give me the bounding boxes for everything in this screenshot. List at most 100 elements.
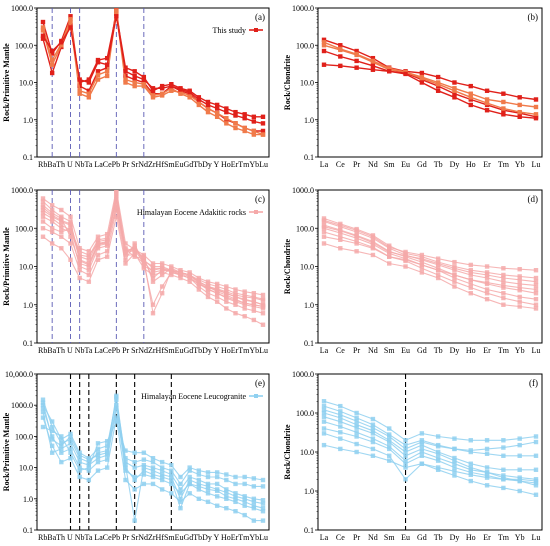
series-marker	[224, 289, 229, 294]
series-marker	[205, 499, 211, 505]
series-marker	[354, 410, 359, 416]
panel-c: 1000.0 100.0 10.0 1.0 0.1 Rock/Primitive Mant…	[2, 186, 270, 355]
series-marker	[123, 477, 128, 483]
series-line	[323, 231, 537, 306]
legend-label: Himalayan Eocene Leucogranite	[141, 392, 246, 401]
series-marker	[150, 261, 156, 266]
series-marker	[59, 441, 64, 446]
series-marker	[224, 106, 229, 111]
series-marker	[49, 428, 55, 434]
series-marker	[40, 226, 46, 231]
series-marker	[501, 266, 506, 271]
series-marker	[178, 487, 183, 492]
series-marker	[260, 304, 266, 309]
plot-frame	[317, 189, 543, 344]
series-marker	[86, 279, 92, 284]
series-marker	[484, 270, 490, 275]
series-marker	[224, 494, 229, 499]
series-marker	[132, 254, 137, 259]
series-marker	[435, 434, 441, 439]
series-marker	[387, 444, 392, 449]
series-marker	[321, 43, 327, 48]
series-marker	[468, 102, 473, 108]
series-marker	[484, 272, 490, 278]
x-tick-label: Dy	[450, 346, 460, 355]
x-tick-label: Ce	[336, 533, 345, 542]
series-marker	[95, 450, 101, 455]
series-marker	[468, 270, 473, 275]
series-marker	[205, 487, 211, 492]
series-marker	[484, 88, 490, 93]
series-line	[323, 409, 537, 451]
series-marker	[205, 470, 211, 475]
series-marker	[517, 285, 522, 290]
series-group	[40, 393, 266, 523]
series-marker	[484, 291, 490, 296]
series-marker	[104, 457, 110, 462]
x-tick-label: Nd	[368, 533, 378, 542]
y-tick-label: 0.1	[23, 526, 33, 535]
series-marker	[169, 472, 174, 477]
series-marker	[533, 467, 539, 472]
series-marker	[132, 518, 137, 523]
y-tick-label: 0.1	[23, 153, 33, 162]
series-marker	[419, 449, 425, 455]
series-marker	[419, 252, 425, 258]
x-tick-label: Pr	[353, 533, 360, 542]
series-line	[323, 400, 537, 441]
series-marker	[141, 257, 147, 262]
series-marker	[150, 474, 156, 480]
series-marker	[370, 425, 376, 430]
series-marker	[159, 261, 165, 266]
series-marker	[501, 275, 506, 281]
series-marker	[338, 237, 343, 242]
series-marker	[224, 109, 229, 115]
series-marker	[49, 212, 55, 218]
y-tick-label: 1.0	[23, 495, 33, 504]
x-tick-label: Lu	[532, 160, 541, 169]
series-marker	[40, 207, 46, 213]
series-marker	[501, 485, 506, 491]
series-marker	[233, 113, 238, 118]
series-marker	[196, 99, 202, 105]
panel-letter: (f)	[529, 378, 538, 388]
series-marker	[533, 483, 539, 488]
series-marker	[104, 237, 110, 242]
series-marker	[178, 496, 183, 501]
series-marker	[77, 450, 82, 455]
series-marker	[370, 246, 376, 251]
series-marker	[338, 412, 343, 417]
series-marker	[242, 294, 247, 300]
series-marker	[40, 214, 46, 219]
y-tick-label: 10.0	[19, 79, 33, 88]
series-marker	[533, 268, 539, 273]
series-marker	[214, 481, 220, 487]
series-marker	[321, 40, 327, 45]
x-tick-label: Yb	[515, 160, 525, 169]
series-marker	[123, 80, 128, 85]
series-marker	[141, 468, 147, 473]
series-marker	[59, 459, 64, 465]
series-marker	[196, 496, 202, 501]
series-marker	[196, 102, 202, 108]
series-marker	[77, 452, 82, 458]
x-tick-label: Eu	[401, 160, 410, 169]
series-marker	[187, 477, 192, 483]
series-marker	[86, 465, 92, 470]
series-marker	[40, 406, 46, 411]
series-marker	[77, 474, 82, 480]
series-marker	[484, 438, 490, 443]
legend-marker	[254, 210, 258, 214]
series-marker	[338, 54, 343, 59]
series-marker	[159, 270, 165, 275]
series-marker	[517, 281, 522, 287]
series-group	[321, 37, 539, 121]
panel-letter: (c)	[255, 194, 265, 204]
x-tick-label: Sm	[384, 160, 395, 169]
series-marker	[196, 468, 202, 473]
series-marker	[150, 311, 156, 316]
series-marker	[86, 77, 92, 82]
series-marker	[187, 274, 192, 279]
series-marker	[150, 266, 156, 271]
series-marker	[338, 43, 343, 48]
